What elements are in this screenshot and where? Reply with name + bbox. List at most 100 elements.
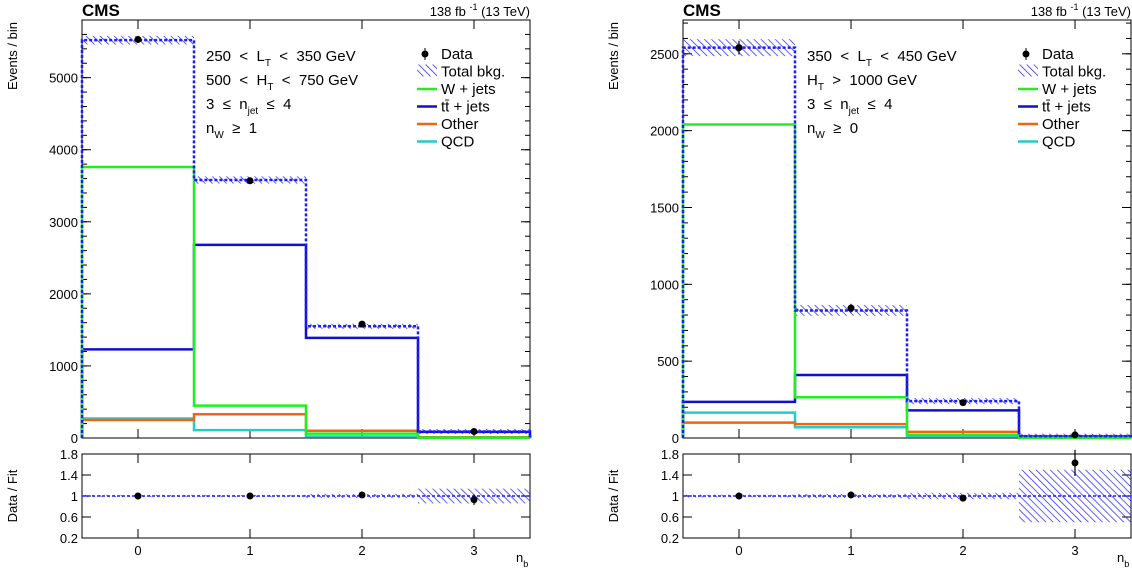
x-tick-label: 1 [246, 543, 253, 558]
legend-data-marker [1022, 50, 1030, 58]
spacer [214, 96, 222, 113]
ratio-y-tick-label: 1.4 [661, 468, 679, 483]
x-tick-label: 1 [847, 543, 854, 558]
spacer [825, 120, 833, 137]
legend-label-wjets: W + jets [441, 81, 496, 98]
ratio-point [847, 491, 855, 499]
region-token: 3 [807, 96, 815, 113]
region-subscript: T [866, 58, 872, 69]
region-variable: n [239, 96, 247, 113]
spacer [872, 48, 880, 65]
spacer [358, 72, 366, 89]
legend-label-data: Data [1042, 46, 1074, 63]
spacer [271, 48, 279, 65]
ratio-y-tick-label: 1.8 [661, 447, 679, 462]
x-tick-label: 3 [470, 543, 477, 558]
y-tick-label: 1500 [650, 200, 679, 215]
spacer [917, 72, 925, 89]
right-chart-panel: CMS 138 fb -1 (13 TeV) Events / bin Data / … [606, 1, 1132, 569]
region-variable: H [256, 72, 267, 89]
spacer [876, 96, 884, 113]
cms-label: CMS [82, 1, 120, 20]
ratio-y-tick-label: 0.6 [60, 510, 78, 525]
ratio-point [470, 496, 478, 504]
energy-label: (13 TeV) [1078, 4, 1131, 19]
ratio-point [246, 492, 254, 500]
region-token: ≤ [267, 96, 275, 113]
ratio-y-tick-label: 1.8 [60, 447, 78, 462]
legend-label-wjets: W + jets [1042, 81, 1097, 98]
data-point [847, 304, 855, 312]
region-subscript: T [818, 82, 824, 93]
region-token: < [282, 72, 291, 89]
ratio-point [1071, 459, 1079, 467]
region-token: ≥ [232, 120, 240, 137]
legend-total-bkg-swatch [417, 64, 437, 77]
region-token: 1 [249, 120, 257, 137]
region-token: > [832, 72, 841, 89]
ratio-y-tick-label: 1.4 [60, 468, 78, 483]
legend-data-marker [421, 50, 429, 58]
region-token: 250 [206, 48, 231, 65]
region-token: 450 GeV [897, 48, 956, 65]
legend-label-ttjets: tt̄ + jets [441, 99, 490, 116]
region-subscript: jet [247, 106, 259, 117]
spacer [240, 120, 248, 137]
region-subscript: T [265, 58, 271, 69]
spacer [832, 96, 840, 113]
region-line: 250 < LT < 350 GeV [206, 48, 364, 69]
spacer [815, 96, 823, 113]
x-tick-label: 0 [134, 543, 141, 558]
spacer [273, 72, 281, 89]
region-token: 4 [884, 96, 892, 113]
spacer [957, 48, 965, 65]
spacer [248, 72, 256, 89]
region-variable: n [840, 96, 848, 113]
ratio-point [358, 491, 366, 499]
ratio-y-tick-label: 0.2 [60, 531, 78, 546]
region-subscript: T [267, 82, 273, 93]
region-line: 3 ≤ njet ≤ 4 [807, 96, 901, 117]
y-tick-label: 1000 [650, 277, 679, 292]
region-label: 350 < LT < 450 GeV HT > 1000 GeV 3 ≤ nje… [807, 48, 965, 141]
spacer [231, 96, 239, 113]
legend-label-data: Data [441, 46, 473, 63]
ratio-point [735, 492, 743, 500]
region-token: 0 [850, 120, 858, 137]
x-tick-label: 2 [358, 543, 365, 558]
region-token: 1000 GeV [849, 72, 917, 89]
spacer [257, 120, 265, 137]
region-token: 350 GeV [296, 48, 355, 65]
data-point [134, 35, 142, 43]
region-variable: H [807, 72, 818, 89]
spacer [224, 120, 232, 137]
ratio-y-tick-label: 1 [71, 489, 78, 504]
ratio-y-tick-label: 0.2 [661, 531, 679, 546]
spacer [858, 120, 866, 137]
x-axis-label: nb [516, 550, 528, 569]
y-tick-label: 0 [71, 431, 78, 446]
spacer [859, 96, 867, 113]
legend-label-total-bkg: Total bkg. [1042, 64, 1106, 81]
spacer [889, 48, 897, 65]
spacer [288, 48, 296, 65]
lumi-value: 138 fb [1031, 4, 1071, 19]
spacer [841, 120, 849, 137]
region-line: 350 < LT < 450 GeV [807, 48, 965, 69]
spacer [231, 48, 239, 65]
y-tick-label: 1000 [49, 359, 78, 374]
y-tick-label: 4000 [49, 143, 78, 158]
region-variable: n [206, 120, 214, 137]
header: CMS 138 fb -1 (13 TeV) [82, 1, 530, 20]
spacer [291, 72, 299, 89]
series-line-wjets [80, 165, 532, 439]
spacer [892, 96, 900, 113]
region-subscript: jet [848, 106, 860, 117]
y-tick-label: 2000 [650, 124, 679, 139]
y-tick-label: 2500 [650, 47, 679, 62]
legend-label-total-bkg: Total bkg. [441, 64, 505, 81]
spacer [291, 96, 299, 113]
data-point [735, 44, 743, 52]
lumi-sup: -1 [1070, 2, 1078, 12]
